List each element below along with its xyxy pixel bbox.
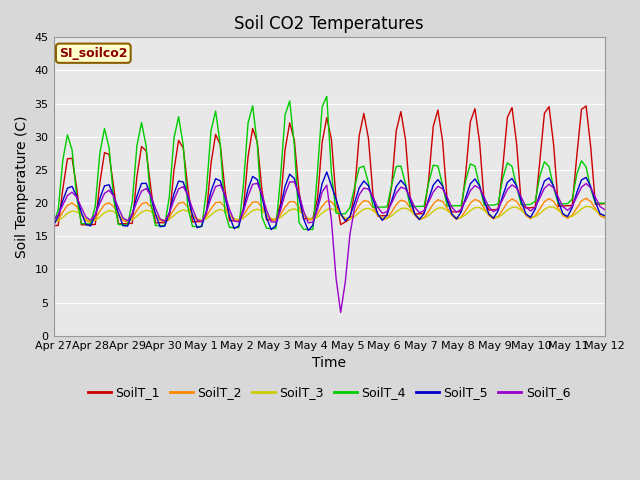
SoilT_1: [587, 144, 595, 150]
SoilT_5: [198, 223, 205, 229]
SoilT_6: [365, 186, 372, 192]
SoilT_5: [166, 210, 173, 216]
SoilT_1: [198, 219, 205, 225]
SoilT_1: [355, 133, 363, 139]
SoilT_3: [50, 218, 58, 224]
SoilT_3: [601, 214, 609, 219]
SoilT_1: [166, 216, 173, 222]
SoilT_3: [355, 210, 363, 216]
SoilT_6: [438, 186, 446, 192]
SoilT_6: [286, 179, 294, 185]
SoilT_1: [429, 123, 437, 129]
SoilT_3: [429, 208, 437, 214]
SoilT_4: [166, 194, 173, 200]
SoilT_4: [601, 200, 609, 206]
SoilT_5: [438, 183, 446, 189]
SoilT_5: [591, 199, 599, 204]
SoilT_2: [485, 213, 493, 218]
SoilT_4: [591, 200, 599, 206]
SoilT_1: [582, 103, 590, 109]
SoilT_4: [50, 220, 58, 226]
SoilT_6: [337, 310, 344, 315]
SoilT_5: [365, 183, 372, 189]
SoilT_6: [198, 219, 205, 225]
Line: SoilT_1: SoilT_1: [54, 106, 605, 226]
SoilT_4: [365, 180, 372, 186]
SoilT_4: [438, 182, 446, 188]
SoilT_6: [591, 194, 599, 200]
SoilT_4: [198, 224, 205, 229]
SoilT_6: [50, 217, 58, 223]
SoilT_2: [198, 218, 205, 224]
SoilT_1: [485, 207, 493, 213]
Line: SoilT_4: SoilT_4: [54, 96, 605, 229]
Line: SoilT_6: SoilT_6: [54, 182, 605, 312]
SoilT_2: [355, 203, 363, 208]
Y-axis label: Soil Temperature (C): Soil Temperature (C): [15, 115, 29, 258]
SoilT_1: [601, 201, 609, 206]
SoilT_3: [166, 216, 173, 222]
SoilT_5: [494, 208, 502, 214]
Title: Soil CO2 Temperatures: Soil CO2 Temperatures: [234, 15, 424, 33]
SoilT_5: [323, 169, 331, 175]
SoilT_6: [166, 211, 173, 216]
SoilT_3: [198, 217, 205, 223]
SoilT_3: [485, 212, 493, 217]
SoilT_3: [587, 204, 595, 210]
Legend: SoilT_1, SoilT_2, SoilT_3, SoilT_4, SoilT_5, SoilT_6: SoilT_1, SoilT_2, SoilT_3, SoilT_4, Soil…: [83, 381, 575, 404]
SoilT_4: [309, 227, 317, 232]
SoilT_2: [50, 220, 58, 226]
Line: SoilT_2: SoilT_2: [54, 198, 605, 223]
SoilT_4: [323, 94, 331, 99]
SoilT_6: [601, 207, 609, 213]
SoilT_2: [601, 215, 609, 221]
SoilT_2: [166, 214, 173, 220]
SoilT_6: [494, 205, 502, 211]
Text: SI_soilco2: SI_soilco2: [59, 47, 127, 60]
SoilT_4: [494, 201, 502, 207]
SoilT_1: [50, 223, 58, 228]
SoilT_2: [587, 199, 595, 204]
SoilT_5: [50, 223, 58, 228]
Line: SoilT_3: SoilT_3: [54, 206, 605, 221]
Line: SoilT_5: SoilT_5: [54, 172, 605, 230]
SoilT_2: [582, 195, 590, 201]
SoilT_5: [601, 213, 609, 218]
SoilT_3: [582, 204, 590, 209]
X-axis label: Time: Time: [312, 356, 346, 370]
SoilT_5: [305, 228, 312, 233]
SoilT_2: [429, 201, 437, 207]
